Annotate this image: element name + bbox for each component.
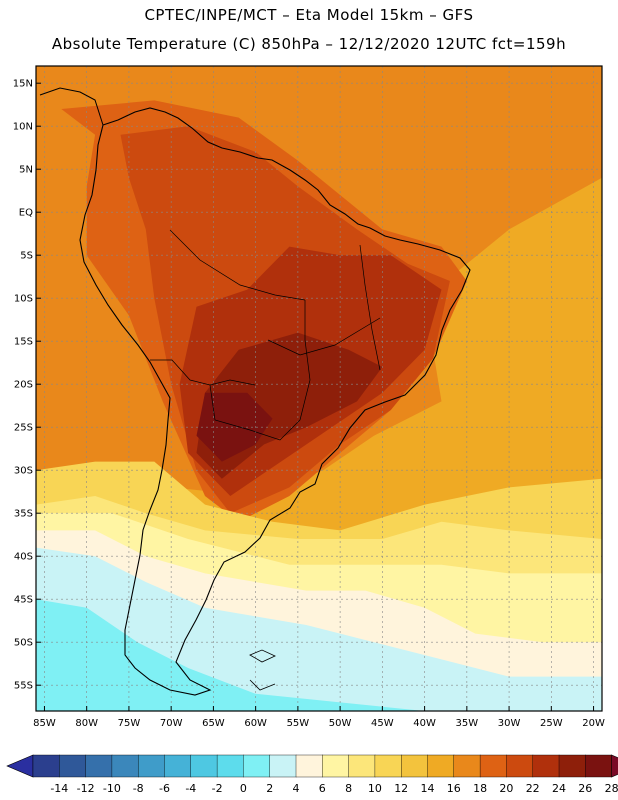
lon-tick-label: 30W [498,718,521,729]
lon-tick-label: 85W [33,718,56,729]
colorbar-tick-label: 22 [526,782,540,795]
lat-tick-label: 20S [14,380,33,391]
lat-tick-label: 10N [13,122,33,133]
colorbar-tick-label: -2 [212,782,223,795]
lon-tick-label: 25W [540,718,563,729]
latitude-axis: 15N 10N 5N EQ 5S 10S 15S 20S 25S 30S 35S 40S 45S 50S 5… [13,79,41,692]
colorbar-swatch [216,754,244,778]
graticule [36,66,602,711]
colorbar-swatch [269,754,297,778]
lon-tick-label: 40W [413,718,436,729]
map-frame [35,65,603,712]
colorbar-tick-label: 12 [394,782,408,795]
colorbar-swatch [32,754,60,778]
colorbar-tick-label: -8 [133,782,144,795]
colorbar-tick-label: 14 [421,782,435,795]
colorbar-tick-label: 4 [293,782,300,795]
colorbar-swatch [295,754,323,778]
colorbar-tick-label: 24 [552,782,566,795]
colorbar-over-arrow [611,754,618,778]
chart-title: CPTEC/INPE/MCT – Eta Model 15km – GFS [144,6,474,24]
colorbar-tick-label: -12 [77,782,95,795]
colorbar-swatch [164,754,192,778]
colorbar-swatch [506,754,534,778]
lat-tick-label: 15N [13,79,33,90]
lon-tick-label: 55W [287,718,310,729]
lat-tick-label: EQ [19,208,33,219]
colorbar-tick-label: -14 [50,782,68,795]
colorbar-swatch [243,754,271,778]
lat-tick-label: 30S [14,466,33,477]
lat-tick-label: 35S [14,509,33,520]
lon-tick-label: 80W [75,718,98,729]
colorbar-swatch [532,754,560,778]
colorbar-swatch [427,754,455,778]
lon-tick-label: 35W [456,718,479,729]
colorbar-swatch [348,754,376,778]
colorbar-tick-label: 18 [473,782,487,795]
temperature-zone-0-2 [36,599,425,711]
colorbar-swatch [479,754,507,778]
colorbar-swatch [401,754,429,778]
lon-tick-label: 70W [160,718,183,729]
lat-tick-label: 45S [14,595,33,606]
chart-subtitle: Absolute Temperature (C) 850hPa – 12/12/… [51,35,567,53]
colorbar: -14 -12 -10 -8 -6 -4 -2 0 2 4 6 8 10 12 14 16 18 20 22 24 26… [6,754,618,795]
colorbar-tick-label: 2 [266,782,273,795]
colorbar-tick-label: -6 [159,782,170,795]
colorbar-tick-label: 8 [345,782,352,795]
colorbar-swatch [190,754,218,778]
lat-tick-label: 25S [14,423,33,434]
lat-tick-label: 5S [20,251,33,262]
lat-tick-label: 55S [14,681,33,692]
colorbar-swatch [453,754,481,778]
colorbar-swatch [137,754,165,778]
temperature-zone-26-28 [196,392,273,462]
colorbar-swatch [85,754,113,778]
colorbar-tick-label: -4 [185,782,196,795]
lon-tick-label: 20W [582,718,605,729]
lon-tick-label: 75W [118,718,141,729]
colorbar-tick-label: 6 [319,782,326,795]
colorbar-tick-label: 0 [240,782,247,795]
colorbar-tick-label: 10 [368,782,382,795]
lat-tick-label: 10S [14,294,33,305]
colorbar-tick-label: 28 [605,782,618,795]
lat-tick-label: 50S [14,638,33,649]
colorbar-swatch [111,754,139,778]
colorbar-tick-label: 16 [447,782,461,795]
colorbar-swatch [374,754,402,778]
lon-tick-label: 60W [244,718,267,729]
longitude-axis: 85W 80W 75W 70W 65W 60W 55W 50W 45W 40W 35W 30W 25W 2… [33,706,605,729]
colorbar-swatch [558,754,586,778]
colorbar-under-arrow [6,754,34,778]
temperature-fields [36,66,602,711]
colorbar-tick-label: 20 [499,782,513,795]
lat-tick-label: 40S [14,552,33,563]
colorbar-tick-label: 26 [578,782,592,795]
coastline-outline [39,87,471,696]
lat-tick-label: 15S [14,337,33,348]
lon-tick-label: 65W [202,718,225,729]
lon-tick-label: 50W [329,718,352,729]
colorbar-tick-label: -10 [103,782,121,795]
lon-tick-label: 45W [371,718,394,729]
colorbar-swatch [585,754,613,778]
lat-tick-label: 5N [19,165,33,176]
colorbar-swatch [59,754,87,778]
colorbar-swatch [322,754,350,778]
